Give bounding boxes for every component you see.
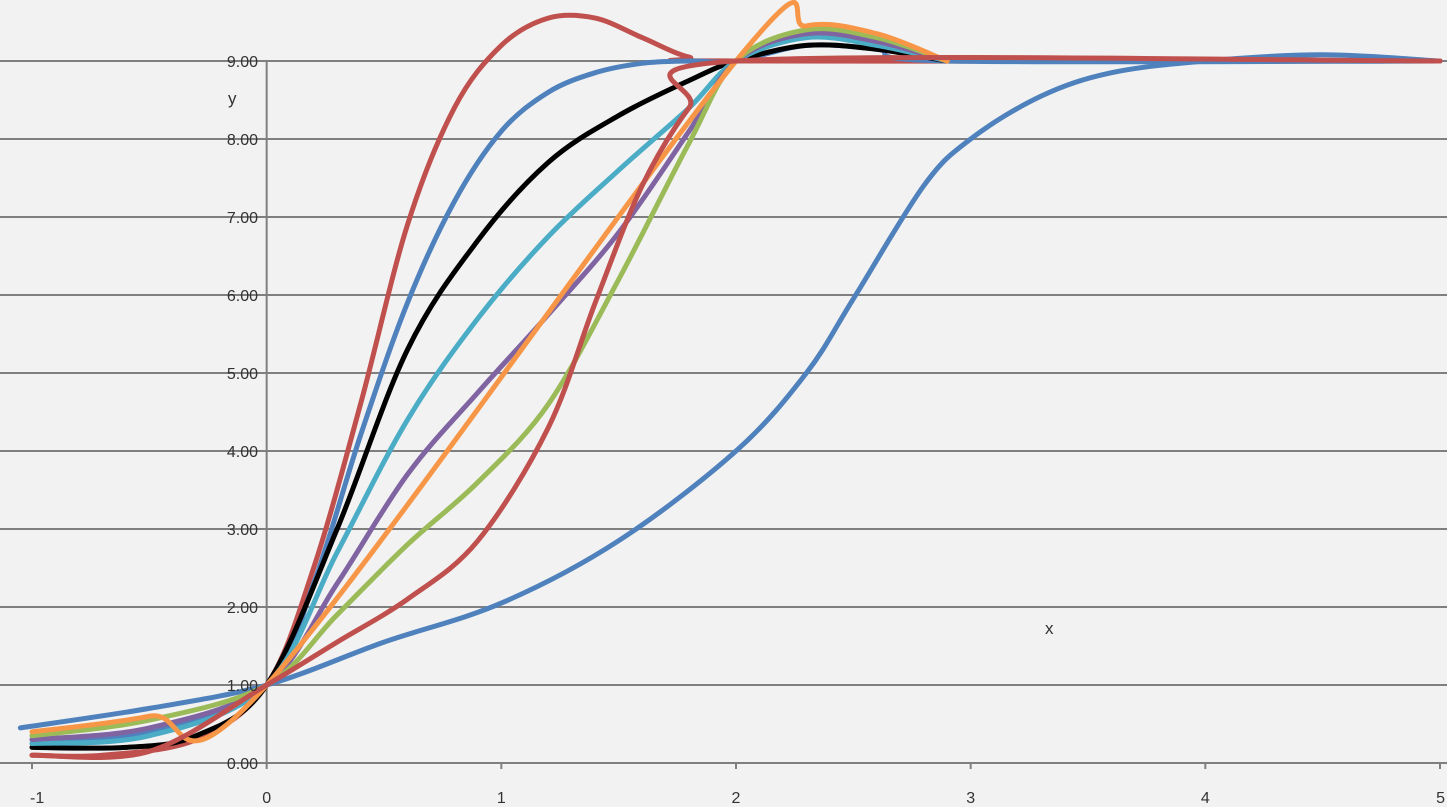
- x-tick-label: -1: [30, 790, 44, 807]
- axes: [0, 60, 1447, 769]
- series-line-1: [17, 52, 1443, 731]
- y-tick-label: 2.00: [227, 600, 258, 617]
- x-tick-label: 5: [1436, 790, 1445, 807]
- series-line-9: [29, 55, 1443, 761]
- y-tick-label: 3.00: [227, 522, 258, 539]
- y-tick-label: 1.00: [227, 678, 258, 695]
- gridlines: [0, 60, 1447, 686]
- x-tick-label: 3: [966, 790, 975, 807]
- y-tick-label: 8.00: [227, 132, 258, 149]
- x-tick-label: 1: [497, 790, 506, 807]
- y-tick-label: 9.00: [227, 54, 258, 71]
- y-tick-label: 7.00: [227, 210, 258, 227]
- series-line-3: [29, 42, 1443, 743]
- y-tick-label: 6.00: [227, 288, 258, 305]
- x-tick-label: 0: [262, 790, 271, 807]
- series-lines: [17, 0, 1443, 761]
- y-tick-label: 0.00: [227, 756, 258, 773]
- y-tick-label: 4.00: [227, 444, 258, 461]
- x-tick-label: 4: [1201, 790, 1210, 807]
- y-axis-title: y: [228, 89, 237, 108]
- y-tick-label: 5.00: [227, 366, 258, 383]
- series-line-4: [29, 42, 950, 751]
- series-line-8: [29, 0, 950, 744]
- x-tick-labels: -1 0 1 2 3 4 5: [30, 790, 1445, 807]
- series-line-2: [29, 12, 1443, 759]
- x-tick-label: 2: [732, 790, 741, 807]
- y-tick-labels: 0.00 1.00 2.00 3.00 4.00 5.00 6.00 7.00 8.00 9.00: [227, 54, 258, 773]
- x-axis-title: x: [1045, 619, 1054, 638]
